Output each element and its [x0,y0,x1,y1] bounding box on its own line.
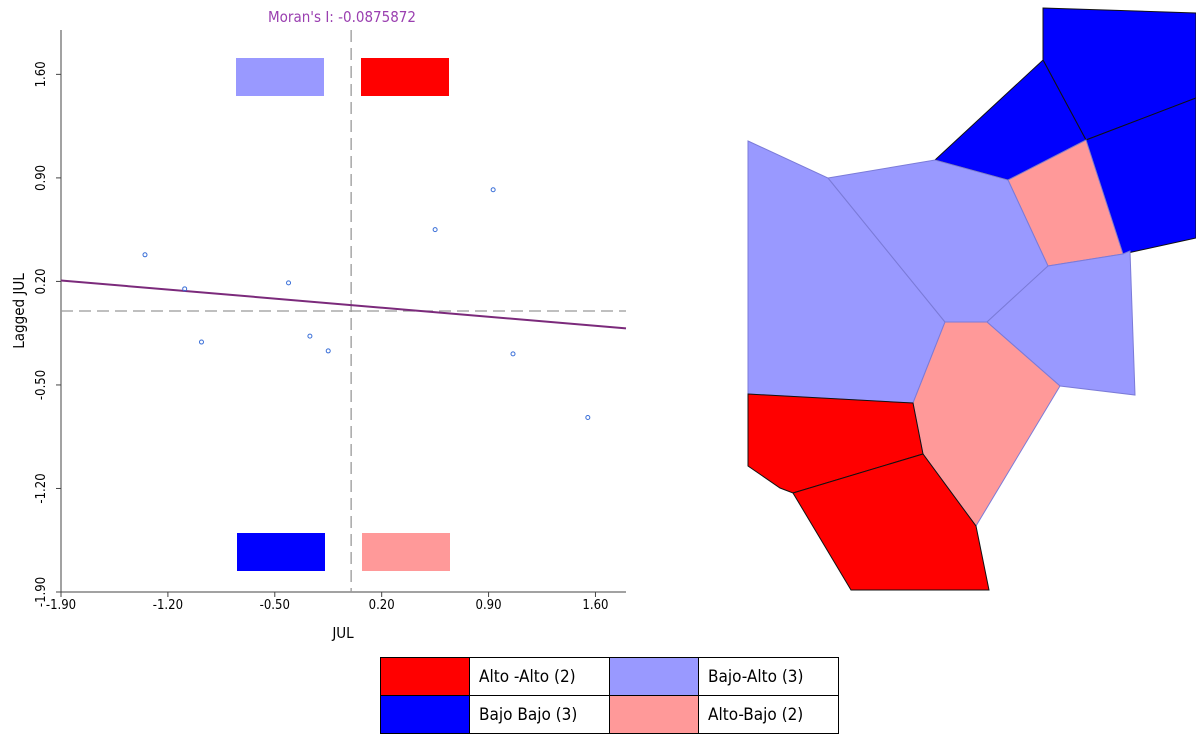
y-tick-label: -1.20 [34,473,49,503]
data-point [198,339,204,345]
x-tick-label: -1.20 [153,598,183,613]
data-point [325,348,331,354]
cluster-legend: Alto -Alto (2) Bajo-Alto (3) Bajo Bajo (… [380,657,839,734]
legend-swatch-bajo-alto [609,657,699,696]
data-point [286,280,292,286]
data-point [490,187,496,193]
legend-swatch-bajo-bajo [380,695,470,734]
y-tick-label: -0.50 [34,370,49,400]
data-point [142,252,148,258]
quadrant-marker-upper-left [236,58,324,96]
x-tick-label: 0.20 [369,598,395,613]
x-tick-label: -1.90 [46,598,76,613]
map-region-alto-alto [792,453,990,591]
moran-scatter-plot: Moran's I: -0.0875872 -1.90 -1.20 -0.50 0.2… [10,8,627,642]
data-point [182,286,188,292]
legend-swatch-alto-bajo [609,695,699,734]
legend-label-bajo-bajo: Bajo Bajo (3) [469,695,610,734]
legend-label-alto-bajo: Alto-Bajo (2) [698,695,839,734]
legend-label-alto-alto: Alto -Alto (2) [469,657,610,696]
y-tick-label: 0.20 [34,268,49,294]
quadrant-marker-lower-right [362,533,450,571]
y-axis-label: Lagged JUL [10,273,28,349]
legend-label-bajo-alto: Bajo-Alto (3) [698,657,839,696]
y-tick-label: -1.90 [34,577,49,607]
data-point [585,414,591,420]
data-point [432,227,438,233]
x-tick-label: 0.90 [476,598,502,613]
y-tick-label: 1.60 [34,61,49,87]
lisa-cluster-map [747,7,1196,591]
legend-swatch-alto-alto [380,657,470,696]
x-tick-label: -0.50 [260,598,290,613]
x-axis-label: JUL [331,624,354,642]
x-tick-label: 1.60 [582,598,608,613]
regression-line [60,279,627,330]
y-tick-label: 0.90 [34,165,49,191]
data-point [510,351,516,357]
quadrant-marker-lower-left [237,533,325,571]
data-point [307,333,313,339]
chart-title: Moran's I: -0.0875872 [268,8,416,26]
quadrant-marker-upper-right [361,58,449,96]
